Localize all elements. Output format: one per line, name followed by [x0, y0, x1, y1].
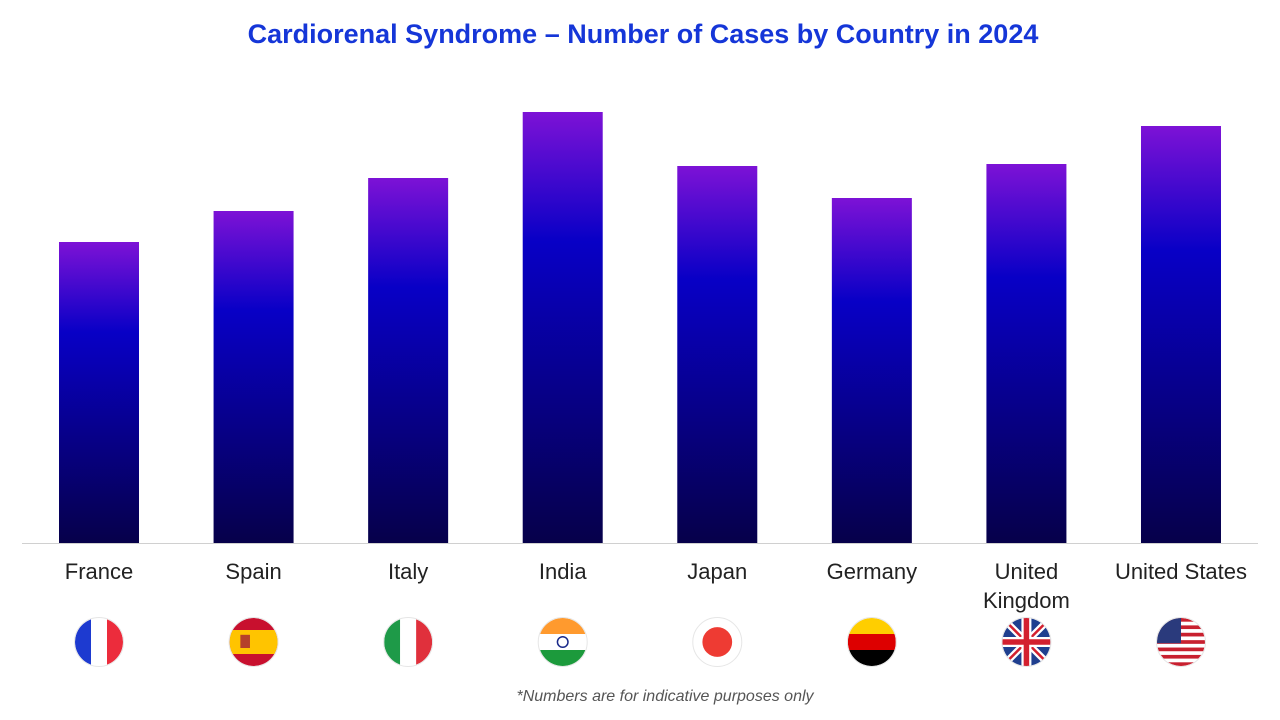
flag-part	[1156, 654, 1205, 659]
bar	[1140, 126, 1221, 543]
flag	[1156, 618, 1205, 666]
x-tick-label: United States	[1115, 559, 1247, 584]
bar	[986, 164, 1067, 543]
flag-part	[702, 627, 733, 657]
x-tick-label: Germany	[827, 559, 917, 584]
flag-rim	[692, 617, 743, 667]
flag-rim	[74, 617, 124, 667]
flag-part	[538, 634, 587, 650]
flag-rim	[846, 617, 897, 667]
flag-rim	[537, 617, 588, 667]
x-tick-label: Italy	[388, 559, 428, 584]
flag-part	[229, 630, 278, 654]
flag-part	[538, 650, 587, 666]
bar	[213, 211, 294, 543]
x-tick-label: United Kingdom	[983, 559, 1070, 613]
flag-part	[538, 618, 587, 634]
flag-part	[847, 650, 896, 666]
flag-part	[1156, 662, 1205, 666]
flag-part	[1156, 658, 1205, 663]
flag-part	[1156, 651, 1205, 656]
x-tick-label: Spain	[225, 559, 281, 584]
chart-title: Cardiorenal Syndrome – Number of Cases b…	[248, 19, 1039, 49]
flag-part	[1156, 643, 1205, 648]
flag	[384, 618, 433, 666]
bar	[677, 166, 758, 543]
flag-part	[107, 618, 123, 666]
flag-rim	[1155, 617, 1206, 667]
flag-rim	[228, 617, 279, 667]
flag-part	[1156, 647, 1205, 652]
flag	[538, 618, 587, 666]
flag-part	[75, 618, 91, 666]
x-tick-label: Japan	[687, 559, 747, 584]
footnote: *Numbers are for indicative purposes onl…	[516, 688, 814, 705]
flag-part	[1156, 618, 1181, 644]
flag-rim	[383, 617, 434, 667]
flag-part	[847, 634, 896, 650]
flag-part	[240, 634, 250, 648]
flag-rim	[1001, 617, 1052, 667]
flag-part	[556, 635, 569, 649]
bar	[831, 198, 912, 543]
flag	[75, 618, 123, 666]
flag	[693, 618, 742, 666]
flag-part	[384, 618, 401, 666]
flag	[1002, 618, 1051, 666]
flag-part	[400, 618, 417, 666]
bar	[59, 242, 139, 543]
flag-part	[847, 618, 896, 634]
flag	[847, 618, 896, 666]
flag	[229, 618, 278, 666]
flag-part	[416, 618, 433, 666]
x-tick-label: India	[539, 559, 587, 584]
flag-part	[91, 618, 107, 666]
bar	[522, 112, 603, 543]
bar	[368, 178, 449, 543]
x-tick-label: France	[65, 559, 133, 584]
flag-part	[1002, 618, 1051, 666]
